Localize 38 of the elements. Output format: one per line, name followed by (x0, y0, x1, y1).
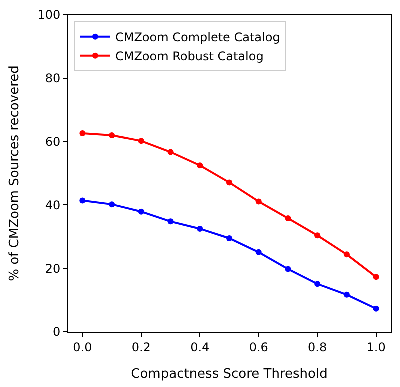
y-tick-label: 20 (45, 262, 61, 276)
point (138, 138, 144, 144)
y-axis-title: % of CMZoom Sources recovered (8, 66, 23, 282)
point (256, 249, 262, 256)
point (344, 252, 350, 258)
x-tick-label: 0.8 (308, 340, 328, 354)
point (80, 198, 86, 204)
y-tick-label: 40 (45, 198, 61, 212)
x-tick-label: 0.4 (190, 340, 210, 354)
point (373, 274, 380, 280)
legend-label: CMZoom Robust Catalog (115, 50, 264, 64)
y-tick-label: 80 (45, 72, 61, 86)
x-tick-label: 1.0 (366, 340, 386, 354)
y-tick-label: 0 (52, 325, 61, 340)
point (109, 202, 116, 208)
point (138, 208, 144, 215)
point (168, 149, 174, 156)
legend-label: CMZoom Complete Catalog (115, 30, 280, 45)
point (80, 130, 86, 137)
x-tick-label: 0.0 (73, 340, 92, 354)
point (314, 232, 321, 239)
point (285, 216, 292, 222)
point (226, 180, 232, 186)
x-tick-label: 0.2 (132, 340, 151, 354)
x-tick-label: 0.6 (249, 340, 268, 354)
point (373, 306, 380, 312)
point (197, 226, 204, 232)
point (168, 218, 174, 225)
x-axis-title: Compactness Score Threshold (131, 367, 328, 382)
point (285, 266, 292, 272)
point (226, 235, 232, 242)
point (109, 132, 116, 138)
point (314, 281, 321, 288)
y-tick-label: 60 (45, 135, 61, 149)
point (197, 162, 204, 169)
point (344, 292, 350, 298)
point (256, 198, 262, 205)
y-tick-label: 100 (38, 8, 61, 22)
